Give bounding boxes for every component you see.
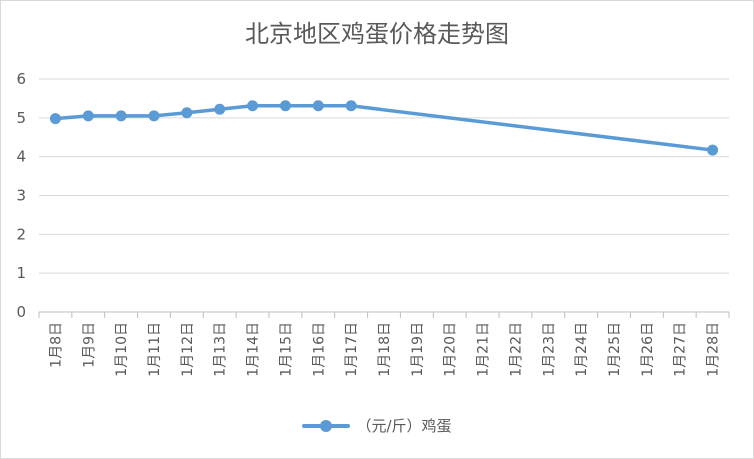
legend-label: （元/斤）鸡蛋 (356, 417, 452, 435)
x-tick-label: 1月24日 (574, 322, 590, 377)
data-point (214, 103, 226, 115)
x-tick-label: 1月19日 (410, 322, 426, 377)
x-tick-label: 1月25日 (607, 322, 623, 377)
y-tick-label: 3 (16, 187, 26, 205)
x-tick-labels: 1月8日 1月9日 1月10日 1月11日 1月12日 1月13日 1月14日 1月15日 1月… (48, 322, 721, 377)
y-tick-label: 6 (16, 70, 26, 88)
y-tick-label: 5 (16, 109, 26, 127)
x-tick-label: 1月12日 (180, 322, 196, 377)
x-tick-label: 1月28日 (706, 322, 722, 377)
chart-title: 北京地区鸡蛋价格走势图 (245, 20, 509, 48)
data-point (49, 113, 61, 125)
data-point (312, 100, 324, 112)
legend: （元/斤）鸡蛋 (0, 415, 754, 436)
x-tick-label: 1月15日 (278, 322, 294, 377)
y-tick-label: 1 (16, 264, 26, 282)
x-tick-label: 1月9日 (81, 322, 97, 368)
data-point (707, 144, 719, 156)
x-tick-label: 1月21日 (476, 322, 492, 377)
x-tick-label: 1月22日 (508, 322, 524, 377)
data-point (181, 107, 193, 119)
data-point (247, 100, 259, 112)
data-point (345, 100, 357, 112)
y-tick-labels: 0 1 2 3 4 5 6 (16, 70, 26, 321)
series-layer (49, 100, 719, 156)
y-tick-label: 0 (16, 303, 26, 321)
x-tick-label: 1月17日 (344, 322, 360, 377)
x-tick-label: 1月14日 (246, 322, 262, 377)
x-tick-label: 1月20日 (443, 322, 459, 377)
x-tick-label: 1月11日 (147, 322, 163, 377)
data-point (279, 100, 291, 112)
x-tick-label: 1月26日 (640, 322, 656, 377)
x-tick-label: 1月8日 (48, 322, 64, 368)
y-tick-label: 2 (16, 225, 26, 243)
x-tick-label: 1月13日 (213, 322, 229, 377)
x-tick-label: 1月27日 (673, 322, 689, 377)
x-tick-label: 1月16日 (311, 322, 327, 377)
data-point (148, 110, 160, 122)
y-tick-label: 4 (16, 148, 26, 166)
data-point (82, 110, 94, 122)
legend-line-marker-icon (302, 419, 351, 433)
data-point (115, 110, 127, 122)
x-tick-label: 1月18日 (377, 322, 393, 377)
x-tick-label: 1月23日 (541, 322, 557, 377)
x-tick-label: 1月10日 (114, 322, 130, 377)
